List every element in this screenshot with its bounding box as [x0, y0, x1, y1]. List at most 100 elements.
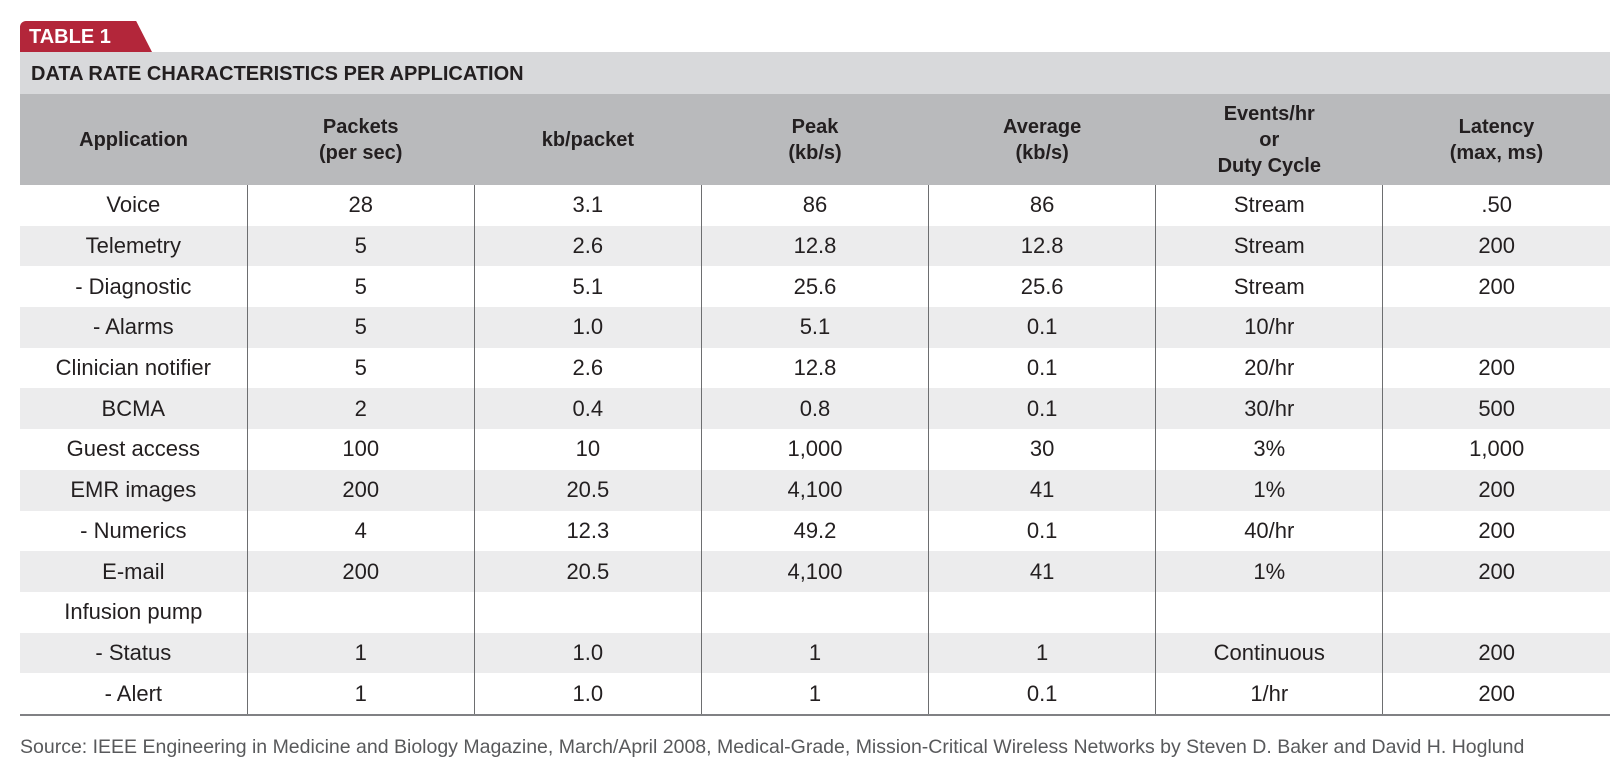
table-cell: 20.5 — [473, 469, 702, 511]
table-cell: 0.8 — [700, 388, 929, 430]
table-cell: 41 — [928, 551, 1156, 592]
table-cell — [246, 591, 475, 633]
table-cell: 2.6 — [473, 347, 702, 389]
table-cell: 0.1 — [928, 307, 1156, 348]
table-cell: 4 — [246, 510, 475, 552]
table-cell: 200 — [1382, 551, 1610, 592]
table-row: - Status 1 1.0 1 1 Continuous 200 — [20, 632, 1610, 674]
header-line: Application — [79, 128, 189, 151]
table-cell: 0.1 — [928, 388, 1156, 430]
table-row: - Alarms 5 1.0 5.1 0.1 10/hr — [20, 307, 1610, 348]
table-cell: 1.0 — [473, 307, 702, 348]
table-row: Infusion pump — [20, 591, 1610, 633]
header-line: kb/packet — [541, 128, 634, 151]
table-cell: 5 — [246, 266, 475, 308]
table-row: Voice 28 3.1 86 86 Stream .50 — [20, 185, 1610, 226]
table-tag: TABLE 1 — [20, 21, 152, 52]
table-cell: 0.4 — [473, 388, 702, 430]
table-cell: 5.1 — [473, 266, 702, 308]
table-row: Guest access 100 10 1,000 30 3% 1,000 — [20, 429, 1610, 470]
table-cell: Infusion pump — [64, 599, 203, 625]
table-cell: - Alert — [20, 673, 248, 716]
table-cell: 1,000 — [1382, 429, 1610, 470]
table-cell: 200 — [1382, 469, 1610, 511]
table-cell — [1382, 591, 1610, 633]
table-cell: 2 — [246, 388, 475, 430]
table-cell: - Alarms — [20, 307, 248, 348]
table-cell: - Numerics — [80, 517, 187, 543]
table-cell: 41 — [928, 469, 1156, 511]
table-cell: 3.1 — [473, 185, 702, 226]
table-cell: 5 — [246, 307, 475, 348]
table-cell: 2.6 — [473, 225, 702, 267]
table-cell: 49.2 — [700, 510, 929, 552]
table-cell: 86 — [928, 185, 1156, 226]
table-row: - Numerics 4 12.3 49.2 0.1 40/hr 200 — [20, 510, 1610, 552]
header-line: Packets — [322, 115, 399, 138]
table-cell: 200 — [246, 551, 475, 592]
table-row: Telemetry 5 2.6 12.8 12.8 Stream 200 — [20, 225, 1610, 267]
table-cell: 200 — [1382, 632, 1610, 674]
column-header: Events/hr or Duty Cycle — [1155, 94, 1383, 185]
table-cell: Clinician notifier — [55, 355, 211, 381]
header-line: (max, ms) — [1449, 141, 1544, 164]
table-cell — [1155, 591, 1383, 633]
table-cell: 200 — [246, 469, 475, 511]
table-cell: Stream — [1155, 266, 1383, 308]
header-line: Events/hr — [1223, 102, 1315, 125]
table-row: - Alert 1 1.0 1 0.1 1/hr 200 — [20, 673, 1610, 716]
table-cell: 1 — [700, 673, 929, 716]
table-cell: 86 — [700, 185, 929, 226]
header-line: (kb/s) — [1015, 141, 1069, 164]
table-cell: 1.0 — [473, 673, 702, 716]
header-line: (per sec) — [319, 141, 403, 164]
table-row: - Diagnostic 5 5.1 25.6 25.6 Stream 200 — [20, 266, 1610, 308]
table-title: DATA RATE CHARACTERISTICS PER APPLICATIO… — [20, 52, 1610, 94]
column-header: Latency (max, ms) — [1382, 94, 1610, 185]
table-cell: 12.3 — [473, 510, 702, 552]
table-cell: 0.1 — [928, 347, 1156, 389]
table-cell: 3% — [1155, 429, 1383, 470]
table-cell: 10/hr — [1155, 307, 1383, 348]
table-row: E-mail 200 20.5 4,100 41 1% 200 — [20, 551, 1610, 592]
header-row: Application Packets (per sec) kb/packet Peak… — [20, 94, 1610, 185]
table-cell: EMR images — [20, 469, 248, 511]
table-cell: Stream — [1155, 185, 1383, 226]
header-line: Peak — [791, 115, 839, 138]
table-cell: 12.8 — [928, 225, 1156, 267]
column-header: Application — [20, 94, 248, 185]
table-cell: Telemetry — [20, 225, 248, 267]
source-note: Source: IEEE Engineering in Medicine and… — [20, 736, 1525, 758]
table-cell — [473, 591, 702, 633]
table-row: BCMA 2 0.4 0.8 0.1 30/hr 500 — [20, 388, 1610, 430]
table-cell: 5.1 — [700, 307, 929, 348]
table-cell: 0.1 — [928, 510, 1156, 552]
table-cell: 20/hr — [1155, 347, 1383, 389]
header-line: Latency — [1458, 115, 1535, 138]
table-cell: 1 — [246, 632, 475, 674]
table-cell: 1% — [1155, 551, 1383, 592]
table-cell: 40/hr — [1155, 510, 1383, 552]
table-cell: 1,000 — [700, 429, 929, 470]
column-header: Peak (kb/s) — [701, 94, 929, 185]
table-cell: 12.8 — [700, 347, 929, 389]
table-cell: 200 — [1382, 266, 1610, 308]
column-header: Average (kb/s) — [928, 94, 1156, 185]
table-cell: 25.6 — [700, 266, 929, 308]
table-cell: BCMA — [20, 388, 248, 430]
table-cell: 1% — [1155, 469, 1383, 511]
table-cell: 5 — [246, 347, 475, 389]
header-line: Average — [1003, 115, 1082, 138]
table-cell: 5 — [246, 225, 475, 267]
table-cell: 10 — [473, 429, 702, 470]
table-body: Voice 28 3.1 86 86 Stream .50 Telemetry 5 2.6 12.8… — [20, 185, 1610, 716]
table-cell: 1/hr — [1155, 673, 1383, 716]
table-cell: 12.8 — [700, 225, 929, 267]
table-cell: 100 — [246, 429, 475, 470]
table-cell: .50 — [1382, 185, 1610, 226]
table-cell — [700, 591, 929, 633]
table-cell: 500 — [1382, 388, 1610, 430]
data-table: Application Packets (per sec) kb/packet Peak… — [20, 94, 1610, 716]
table-cell: Continuous — [1155, 632, 1383, 674]
